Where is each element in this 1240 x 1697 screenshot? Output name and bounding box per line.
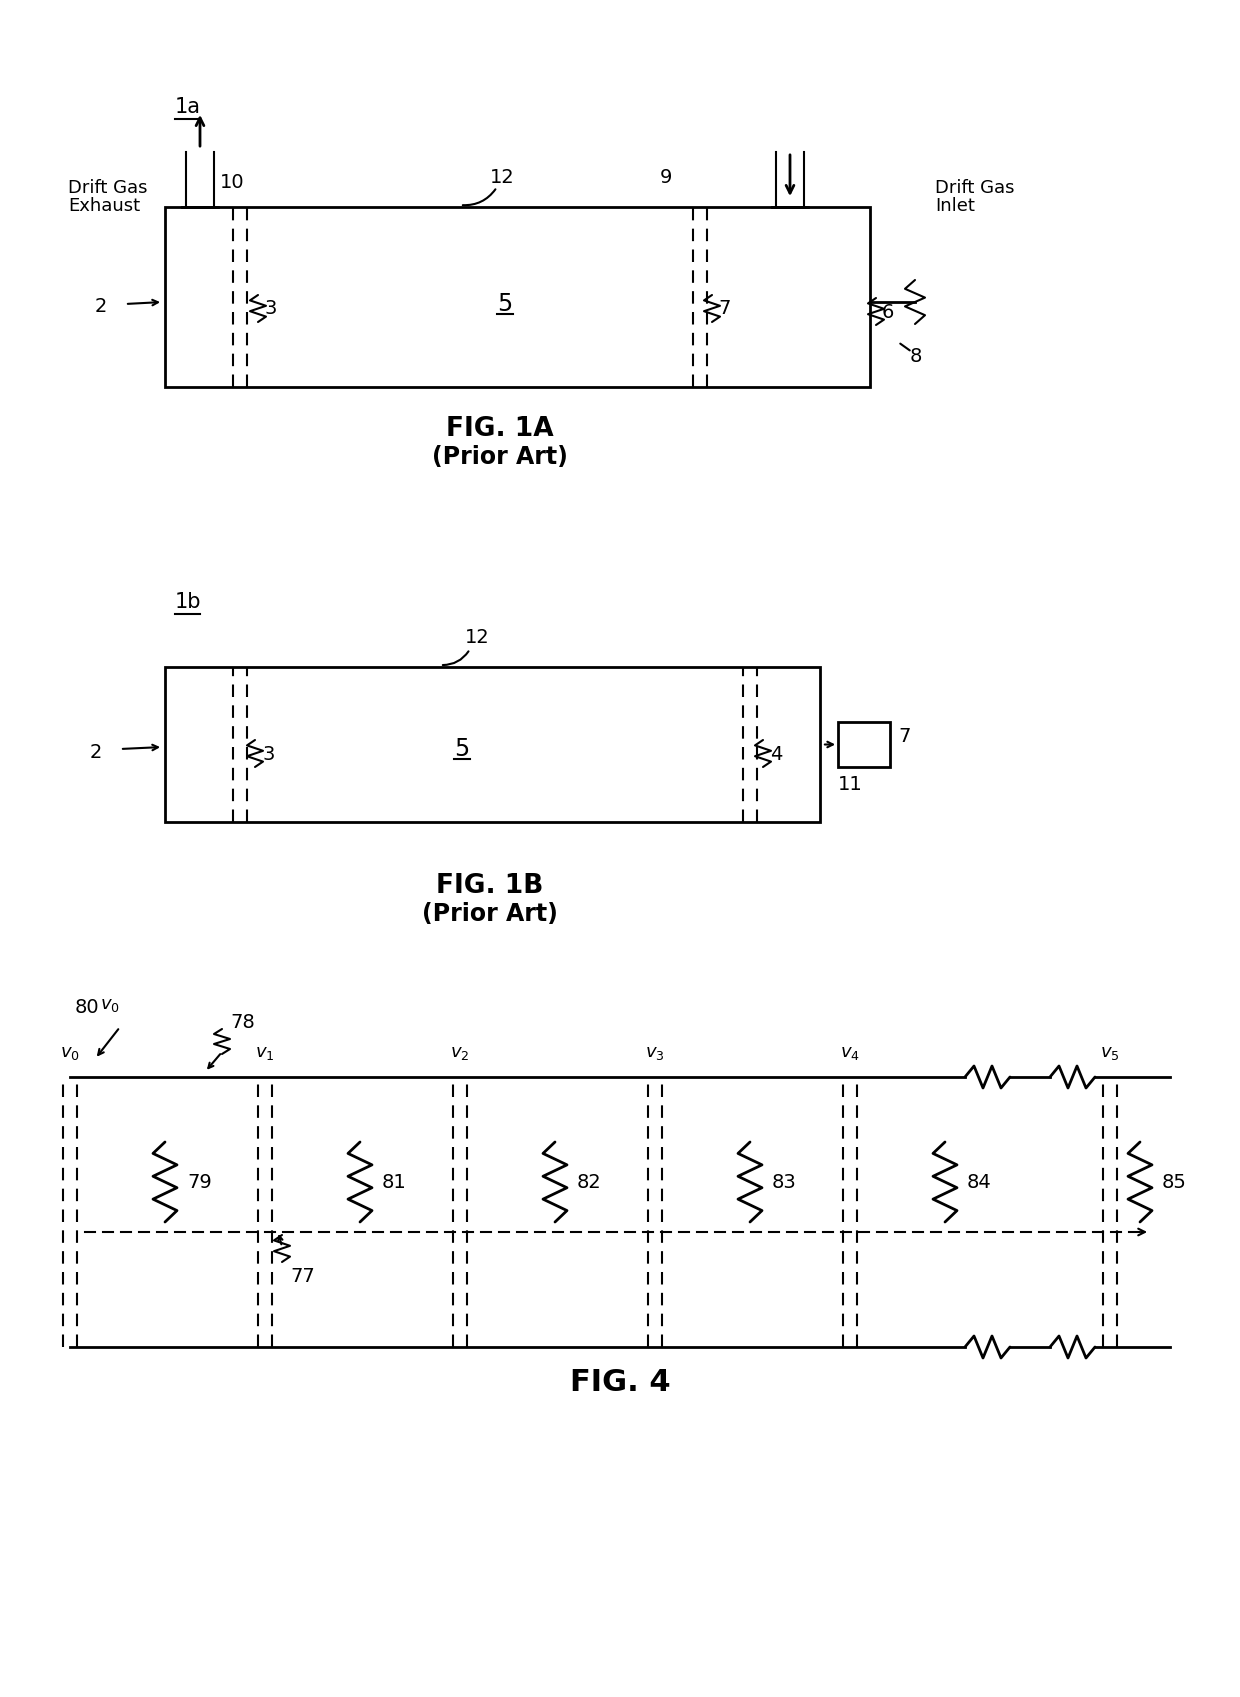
FancyBboxPatch shape — [838, 721, 890, 767]
Text: Inlet: Inlet — [935, 197, 975, 216]
Text: (Prior Art): (Prior Art) — [422, 903, 558, 927]
Text: $v_2$: $v_2$ — [450, 1044, 470, 1062]
Text: $v_3$: $v_3$ — [645, 1044, 665, 1062]
Text: 83: 83 — [773, 1173, 797, 1191]
Text: (Prior Art): (Prior Art) — [432, 445, 568, 468]
Text: $v_5$: $v_5$ — [1100, 1044, 1120, 1062]
Text: 5: 5 — [497, 292, 512, 316]
Text: 12: 12 — [490, 168, 515, 187]
Text: $v_4$: $v_4$ — [839, 1044, 861, 1062]
Text: $v_0$: $v_0$ — [60, 1044, 79, 1062]
Text: 5: 5 — [454, 736, 470, 760]
Text: FIG. 1A: FIG. 1A — [446, 416, 554, 441]
Text: 2: 2 — [91, 743, 103, 762]
Text: 6: 6 — [882, 302, 894, 321]
Text: 9: 9 — [660, 168, 672, 187]
Text: 11: 11 — [838, 776, 863, 794]
FancyBboxPatch shape — [165, 207, 870, 387]
Text: 12: 12 — [465, 628, 490, 647]
FancyBboxPatch shape — [165, 667, 820, 821]
Text: 1b: 1b — [175, 592, 201, 613]
Text: 81: 81 — [382, 1173, 407, 1191]
Text: Exhaust: Exhaust — [68, 197, 140, 216]
Text: $v_0$: $v_0$ — [100, 996, 120, 1015]
Text: 1a: 1a — [175, 97, 201, 117]
Text: 7: 7 — [898, 728, 910, 747]
Text: 78: 78 — [229, 1013, 254, 1032]
Text: 3: 3 — [265, 299, 278, 319]
Text: 84: 84 — [967, 1173, 992, 1191]
Text: 3: 3 — [262, 745, 274, 764]
Text: $v_1$: $v_1$ — [255, 1044, 275, 1062]
Text: 2: 2 — [95, 297, 108, 317]
Text: 82: 82 — [577, 1173, 601, 1191]
Text: 7: 7 — [718, 299, 730, 319]
Text: 4: 4 — [770, 745, 782, 764]
Text: Drift Gas: Drift Gas — [68, 178, 148, 197]
Text: 77: 77 — [290, 1268, 315, 1286]
Text: 80: 80 — [74, 998, 99, 1017]
Text: FIG. 4: FIG. 4 — [569, 1368, 671, 1397]
Text: 85: 85 — [1162, 1173, 1187, 1191]
Text: 8: 8 — [910, 348, 923, 367]
Text: Drift Gas: Drift Gas — [935, 178, 1014, 197]
Text: FIG. 1B: FIG. 1B — [436, 872, 543, 899]
Text: 10: 10 — [219, 173, 244, 192]
Text: 79: 79 — [187, 1173, 212, 1191]
